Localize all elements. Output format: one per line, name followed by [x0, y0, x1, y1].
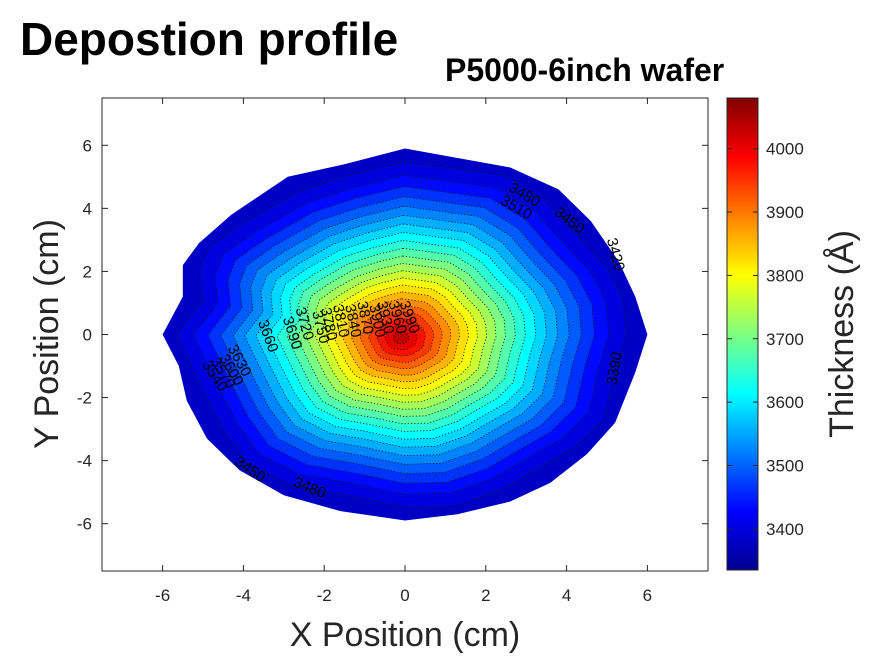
contour-band	[392, 331, 409, 344]
x-tick-label: 6	[643, 586, 652, 605]
chart-subtitle: P5000-6inch wafer	[445, 52, 725, 88]
contour-line	[333, 284, 469, 389]
colorbar-tick-label: 3700	[766, 330, 804, 349]
contour-line	[392, 330, 410, 345]
y-tick-label: 0	[83, 326, 92, 345]
contour-label: 3840	[341, 303, 365, 339]
colorbar-tick-label: 3800	[766, 266, 804, 285]
contour-line	[342, 291, 460, 383]
contour-line	[220, 196, 582, 474]
contour-line	[296, 255, 506, 417]
y-tick-label: -6	[77, 515, 92, 534]
colorbar-tick-label: 3500	[766, 456, 804, 475]
contour-line	[276, 239, 526, 432]
contour-label: 3810	[329, 303, 353, 339]
y-tick-label: 6	[83, 136, 92, 155]
y-tick-label: 2	[83, 262, 92, 281]
colorbar-label: Thickness (Å)	[823, 230, 861, 438]
contour-line	[232, 205, 570, 465]
x-tick-label: -2	[317, 586, 332, 605]
x-tick-label: -4	[236, 586, 251, 605]
x-tick-label: 2	[481, 586, 490, 605]
contour-line	[350, 298, 452, 376]
contour-line	[286, 247, 516, 425]
colorbar-ticks: 3400 3500 3600 3700 3800 3900 4000	[727, 140, 804, 539]
y-axis-label: Y Position (cm)	[28, 219, 66, 449]
contour-line	[376, 318, 426, 357]
contour-label: 3780	[317, 306, 341, 342]
x-tick-label: 0	[400, 586, 409, 605]
contour-label: 3390	[603, 350, 626, 386]
contour-label: 3870	[353, 300, 377, 336]
contour-line	[207, 186, 595, 484]
x-axis-label: X Position (cm)	[290, 616, 521, 654]
contour-line	[266, 231, 537, 440]
x-tick-label: -6	[155, 586, 170, 605]
y-axis-ticks: -6 -4 -2 0 2 4 6	[77, 136, 708, 534]
contour-label: 3900	[365, 303, 389, 339]
x-tick-label: 4	[562, 586, 571, 605]
contour-line	[305, 262, 497, 410]
y-tick-label: 4	[83, 199, 92, 218]
colorbar-tick-label: 3400	[766, 520, 804, 539]
y-tick-label: -4	[77, 452, 92, 471]
contour-line	[255, 223, 547, 448]
colorbar-tick-label: 4000	[766, 140, 804, 159]
chart-title: Depostion profile	[20, 13, 399, 65]
contour-line-layer	[176, 161, 627, 508]
contour-line	[176, 161, 627, 508]
x-axis-ticks: -6 -4 -2 0 2 4 6	[155, 98, 652, 605]
contour-line	[193, 174, 610, 495]
colorbar-tick-label: 3600	[766, 393, 804, 412]
colorbar	[726, 97, 759, 571]
contour-line	[324, 277, 478, 396]
y-tick-label: -2	[77, 389, 92, 408]
colorbar-tick-label: 3900	[766, 203, 804, 222]
